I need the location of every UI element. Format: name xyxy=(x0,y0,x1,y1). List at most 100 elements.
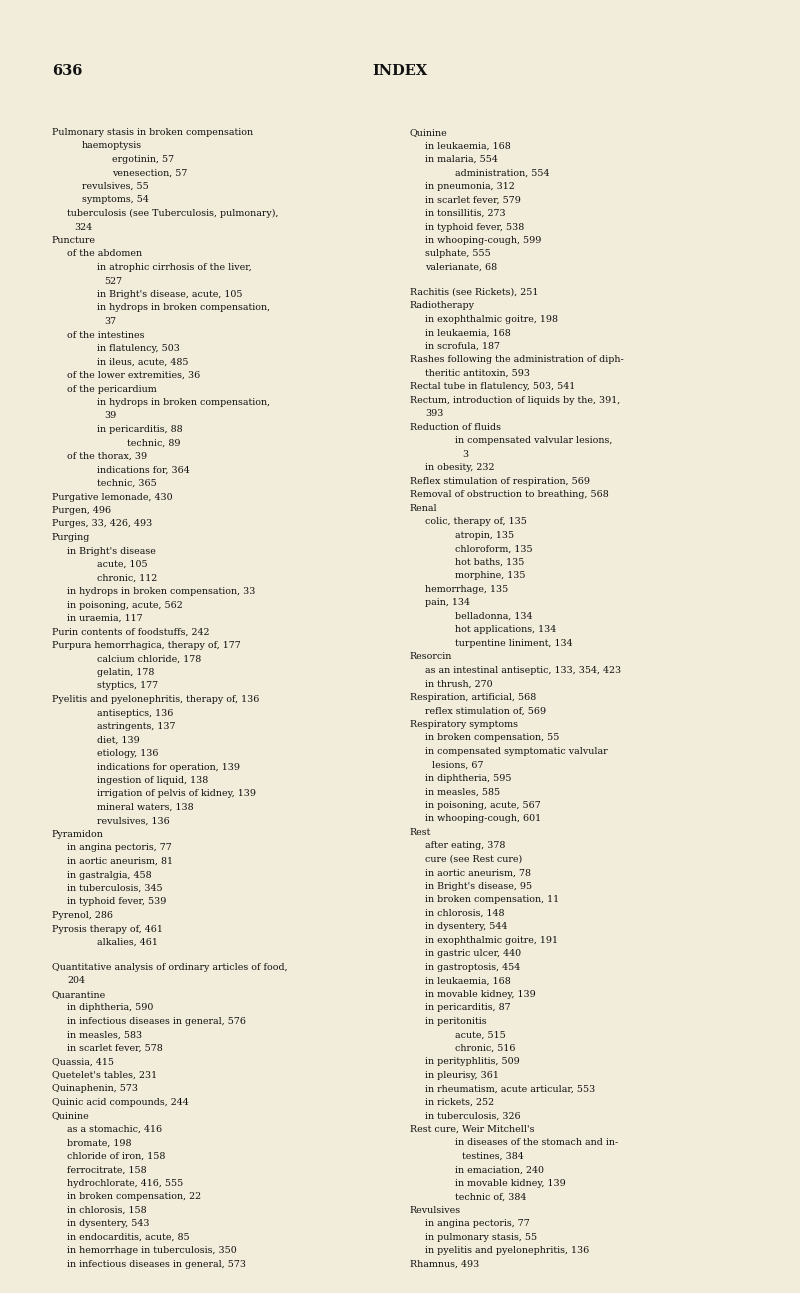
Text: in thrush, 270: in thrush, 270 xyxy=(425,680,493,688)
Text: hemorrhage, 135: hemorrhage, 135 xyxy=(425,584,508,593)
Text: in measles, 585: in measles, 585 xyxy=(425,787,500,796)
Text: in Bright's disease: in Bright's disease xyxy=(67,547,156,556)
Text: ergotinin, 57: ergotinin, 57 xyxy=(112,155,174,164)
Text: 3: 3 xyxy=(462,450,469,459)
Text: in diseases of the stomach and in-: in diseases of the stomach and in- xyxy=(455,1138,618,1147)
Text: in movable kidney, 139: in movable kidney, 139 xyxy=(455,1179,566,1188)
Text: in measles, 583: in measles, 583 xyxy=(67,1031,142,1040)
Text: in typhoid fever, 539: in typhoid fever, 539 xyxy=(67,897,166,906)
Text: 204: 204 xyxy=(67,976,85,985)
Text: in pleurisy, 361: in pleurisy, 361 xyxy=(425,1071,499,1080)
Text: in whooping-cough, 599: in whooping-cough, 599 xyxy=(425,237,542,244)
Text: Rectal tube in flatulency, 503, 541: Rectal tube in flatulency, 503, 541 xyxy=(410,383,575,392)
Text: in gastralgia, 458: in gastralgia, 458 xyxy=(67,870,152,879)
Text: in pneumonia, 312: in pneumonia, 312 xyxy=(425,182,514,191)
Text: Purgen, 496: Purgen, 496 xyxy=(52,506,111,515)
Text: in hydrops in broken compensation,: in hydrops in broken compensation, xyxy=(97,398,270,407)
Text: indications for, 364: indications for, 364 xyxy=(97,465,190,475)
Text: symptoms, 54: symptoms, 54 xyxy=(82,195,149,204)
Text: in whooping-cough, 601: in whooping-cough, 601 xyxy=(425,815,541,824)
Text: in perityphlitis, 509: in perityphlitis, 509 xyxy=(425,1058,520,1067)
Text: sulphate, 555: sulphate, 555 xyxy=(425,250,490,259)
Text: administration, 554: administration, 554 xyxy=(455,168,550,177)
Text: of the lower extremities, 36: of the lower extremities, 36 xyxy=(67,371,200,380)
Text: Reflex stimulation of respiration, 569: Reflex stimulation of respiration, 569 xyxy=(410,477,590,486)
Text: hydrochlorate, 416, 555: hydrochlorate, 416, 555 xyxy=(67,1179,183,1188)
Text: calcium chloride, 178: calcium chloride, 178 xyxy=(97,654,202,663)
Text: Quinine: Quinine xyxy=(410,128,448,137)
Text: in dysentery, 544: in dysentery, 544 xyxy=(425,922,507,931)
Text: as a stomachic, 416: as a stomachic, 416 xyxy=(67,1125,162,1134)
Text: in infectious diseases in general, 573: in infectious diseases in general, 573 xyxy=(67,1259,246,1268)
Text: ingestion of liquid, 138: ingestion of liquid, 138 xyxy=(97,776,208,785)
Text: irrigation of pelvis of kidney, 139: irrigation of pelvis of kidney, 139 xyxy=(97,790,256,799)
Text: Purin contents of foodstuffs, 242: Purin contents of foodstuffs, 242 xyxy=(52,627,210,636)
Text: diet, 139: diet, 139 xyxy=(97,736,140,745)
Text: in atrophic cirrhosis of the liver,: in atrophic cirrhosis of the liver, xyxy=(97,262,252,272)
Text: Purging: Purging xyxy=(52,533,90,542)
Text: acute, 515: acute, 515 xyxy=(455,1031,506,1040)
Text: revulsives, 136: revulsives, 136 xyxy=(97,816,170,825)
Text: Quassia, 415: Quassia, 415 xyxy=(52,1058,114,1067)
Text: lesions, 67: lesions, 67 xyxy=(433,760,484,769)
Text: ferrocitrate, 158: ferrocitrate, 158 xyxy=(67,1165,146,1174)
Text: in scarlet fever, 579: in scarlet fever, 579 xyxy=(425,195,521,204)
Text: 527: 527 xyxy=(105,277,122,286)
Text: Quetelet's tables, 231: Quetelet's tables, 231 xyxy=(52,1071,157,1080)
Text: in obesity, 232: in obesity, 232 xyxy=(425,463,494,472)
Text: Revulsives: Revulsives xyxy=(410,1206,461,1215)
Text: chronic, 112: chronic, 112 xyxy=(97,574,158,583)
Text: Pyrosis therapy of, 461: Pyrosis therapy of, 461 xyxy=(52,924,163,934)
Text: styptics, 177: styptics, 177 xyxy=(97,681,158,690)
Text: Purges, 33, 426, 493: Purges, 33, 426, 493 xyxy=(52,520,152,529)
Text: Respiration, artificial, 568: Respiration, artificial, 568 xyxy=(410,693,536,702)
Text: in gastric ulcer, 440: in gastric ulcer, 440 xyxy=(425,949,521,958)
Text: in pericarditis, 88: in pericarditis, 88 xyxy=(97,425,182,434)
Text: Pyramidon: Pyramidon xyxy=(52,830,104,839)
Text: turpentine liniment, 134: turpentine liniment, 134 xyxy=(455,639,573,648)
Text: haemoptysis: haemoptysis xyxy=(82,141,142,150)
Text: in scarlet fever, 578: in scarlet fever, 578 xyxy=(67,1043,162,1053)
Text: hot applications, 134: hot applications, 134 xyxy=(455,626,556,635)
Text: in diphtheria, 590: in diphtheria, 590 xyxy=(67,1003,154,1012)
Text: in broken compensation, 22: in broken compensation, 22 xyxy=(67,1192,201,1201)
Text: hot baths, 135: hot baths, 135 xyxy=(455,559,524,566)
Text: in leukaemia, 168: in leukaemia, 168 xyxy=(425,328,510,337)
Text: valerianate, 68: valerianate, 68 xyxy=(425,262,497,272)
Text: bromate, 198: bromate, 198 xyxy=(67,1138,131,1147)
Text: mineral waters, 138: mineral waters, 138 xyxy=(97,803,194,812)
Text: atropin, 135: atropin, 135 xyxy=(455,531,514,540)
Text: 393: 393 xyxy=(425,410,443,419)
Text: in angina pectoris, 77: in angina pectoris, 77 xyxy=(425,1219,530,1228)
Text: Reduction of fluids: Reduction of fluids xyxy=(410,423,501,432)
Text: in infectious diseases in general, 576: in infectious diseases in general, 576 xyxy=(67,1018,246,1025)
Text: alkalies, 461: alkalies, 461 xyxy=(97,937,158,946)
Text: in rheumatism, acute articular, 553: in rheumatism, acute articular, 553 xyxy=(425,1085,595,1094)
Text: as an intestinal antiseptic, 133, 354, 423: as an intestinal antiseptic, 133, 354, 4… xyxy=(425,666,621,675)
Text: in compensated symptomatic valvular: in compensated symptomatic valvular xyxy=(425,747,608,756)
Text: in tuberculosis, 345: in tuberculosis, 345 xyxy=(67,884,162,893)
Text: in angina pectoris, 77: in angina pectoris, 77 xyxy=(67,843,172,852)
Text: belladonna, 134: belladonna, 134 xyxy=(455,612,533,621)
Text: in poisoning, acute, 562: in poisoning, acute, 562 xyxy=(67,600,182,609)
Text: indications for operation, 139: indications for operation, 139 xyxy=(97,763,240,772)
Text: 636: 636 xyxy=(52,63,82,78)
Text: in flatulency, 503: in flatulency, 503 xyxy=(97,344,180,353)
Text: in poisoning, acute, 567: in poisoning, acute, 567 xyxy=(425,800,541,809)
Text: gelatin, 178: gelatin, 178 xyxy=(97,668,154,678)
Text: in aortic aneurism, 81: in aortic aneurism, 81 xyxy=(67,857,173,866)
Text: acute, 105: acute, 105 xyxy=(97,560,148,569)
Text: Rachitis (see Rickets), 251: Rachitis (see Rickets), 251 xyxy=(410,288,538,297)
Text: in ileus, acute, 485: in ileus, acute, 485 xyxy=(97,357,189,366)
Text: etiology, 136: etiology, 136 xyxy=(97,749,158,758)
Text: in exophthalmic goitre, 191: in exophthalmic goitre, 191 xyxy=(425,936,558,945)
Text: in rickets, 252: in rickets, 252 xyxy=(425,1098,494,1107)
Text: Rhamnus, 493: Rhamnus, 493 xyxy=(410,1259,479,1268)
Text: in leukaemia, 168: in leukaemia, 168 xyxy=(425,141,510,150)
Text: in chlorosis, 158: in chlorosis, 158 xyxy=(67,1206,146,1215)
Text: in dysentery, 543: in dysentery, 543 xyxy=(67,1219,150,1228)
Text: INDEX: INDEX xyxy=(372,63,428,78)
Text: of the intestines: of the intestines xyxy=(67,331,145,340)
Text: Quinine: Quinine xyxy=(52,1112,90,1121)
Text: morphine, 135: morphine, 135 xyxy=(455,572,526,581)
